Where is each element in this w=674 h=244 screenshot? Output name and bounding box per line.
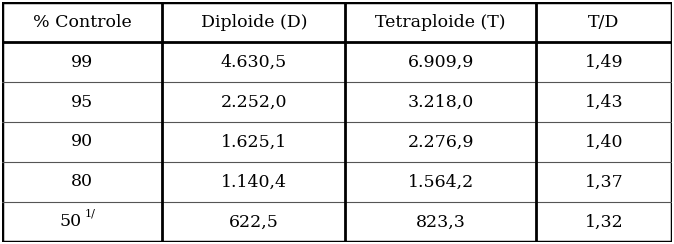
Text: 1.564,2: 1.564,2 <box>408 173 474 191</box>
Text: 3.218,0: 3.218,0 <box>408 93 474 111</box>
Text: 2.252,0: 2.252,0 <box>220 93 287 111</box>
Text: 99: 99 <box>71 53 93 71</box>
Text: 1.625,1: 1.625,1 <box>220 133 287 151</box>
Text: 50: 50 <box>60 214 82 230</box>
Text: 90: 90 <box>71 133 93 151</box>
Text: % Controle: % Controle <box>33 14 131 30</box>
Text: 1/: 1/ <box>85 208 96 218</box>
Text: 2.276,9: 2.276,9 <box>407 133 474 151</box>
Text: T/D: T/D <box>588 14 619 30</box>
Text: 1,32: 1,32 <box>584 214 623 230</box>
Text: 1,37: 1,37 <box>584 173 623 191</box>
Text: 95: 95 <box>71 93 93 111</box>
Text: 1.140,4: 1.140,4 <box>221 173 287 191</box>
Text: 823,3: 823,3 <box>416 214 466 230</box>
Text: 6.909,9: 6.909,9 <box>407 53 474 71</box>
Text: 622,5: 622,5 <box>229 214 279 230</box>
Text: Tetraploide (T): Tetraploide (T) <box>375 14 506 30</box>
Text: Diploide (D): Diploide (D) <box>201 14 307 30</box>
Text: 4.630,5: 4.630,5 <box>220 53 287 71</box>
Text: 1,49: 1,49 <box>584 53 623 71</box>
Text: 80: 80 <box>71 173 93 191</box>
Text: 1,43: 1,43 <box>584 93 623 111</box>
Text: 1,40: 1,40 <box>584 133 623 151</box>
